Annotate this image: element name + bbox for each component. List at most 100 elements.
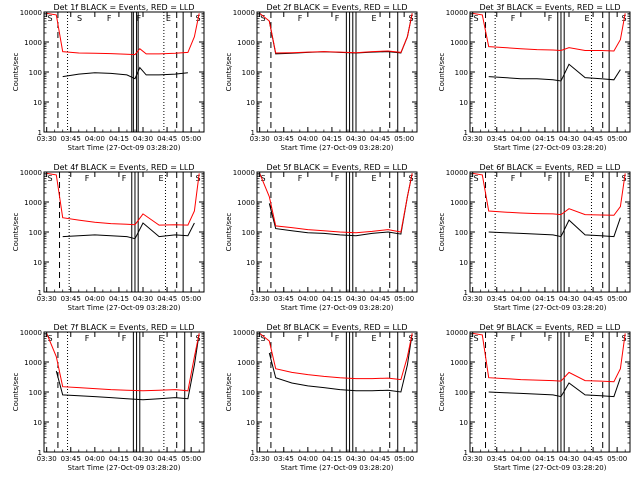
series-events-line (268, 173, 413, 237)
x-tick-label: 03:30 (250, 295, 270, 303)
y-tick-label: 10 (246, 259, 255, 267)
y-tick-label: 100 (242, 69, 255, 77)
region-label: F (122, 174, 127, 183)
y-tick-label: 100 (29, 389, 42, 397)
x-tick-label: 05:00 (394, 295, 414, 303)
series-events-line (488, 63, 621, 82)
y-tick-label: 10 (246, 419, 255, 427)
y-tick-label: 10 (33, 419, 42, 427)
region-label: F (298, 14, 303, 23)
region-label: S (621, 334, 626, 343)
region-label: S (473, 174, 478, 183)
x-tick-label: 04:00 (511, 135, 531, 143)
x-tick-label: 04:00 (85, 295, 105, 303)
region-label: E (158, 174, 163, 183)
y-tick-label: 10000 (20, 169, 42, 177)
y-tick-label: 1000 (24, 39, 42, 47)
x-tick-label: 04:15 (322, 455, 342, 463)
region-label: F (548, 14, 553, 23)
x-axis-label: Start Time (27-Oct-09 03:28:20) (494, 464, 607, 472)
y-tick-label: 1 (464, 129, 468, 137)
y-axis-label: Counts/sec (225, 373, 233, 412)
region-label: S (260, 334, 265, 343)
x-tick-label: 04:15 (109, 135, 129, 143)
x-tick-label: 04:45 (370, 455, 390, 463)
x-tick-label: 04:45 (157, 135, 177, 143)
series-events-line (62, 66, 188, 80)
x-tick-label: 04:00 (298, 295, 318, 303)
x-tick-label: 04:00 (511, 455, 531, 463)
x-tick-label: 04:45 (583, 135, 603, 143)
y-tick-label: 10000 (233, 169, 255, 177)
panel-title: Det 7f BLACK = Events, RED = LLD (53, 323, 194, 332)
region-label: S (260, 174, 265, 183)
region-label: F (85, 174, 90, 183)
x-tick-label: 04:30 (346, 295, 366, 303)
x-tick-label: 05:00 (607, 455, 627, 463)
y-tick-label: 100 (242, 389, 255, 397)
x-tick-label: 04:15 (109, 455, 129, 463)
region-label: F (548, 334, 553, 343)
y-tick-label: 1 (251, 449, 255, 457)
series-lld-line (472, 172, 626, 216)
x-tick-label: 04:15 (109, 295, 129, 303)
region-label: S (260, 14, 265, 23)
series-lld-line (46, 12, 200, 56)
x-tick-label: 05:00 (181, 135, 201, 143)
x-tick-label: 03:30 (37, 135, 57, 143)
x-tick-label: 04:15 (535, 295, 555, 303)
x-axis-label: Start Time (27-Oct-09 03:28:20) (281, 464, 394, 472)
x-tick-label: 04:45 (370, 135, 390, 143)
x-tick-label: 04:00 (298, 455, 318, 463)
plot-frame (256, 11, 418, 133)
x-tick-label: 03:30 (463, 455, 483, 463)
region-label: F (136, 14, 141, 23)
y-tick-label: 100 (242, 229, 255, 237)
y-tick-label: 1 (38, 289, 42, 297)
y-tick-label: 100 (455, 69, 468, 77)
x-tick-label: 04:45 (370, 295, 390, 303)
y-tick-label: 1 (464, 449, 468, 457)
y-tick-label: 10 (459, 419, 468, 427)
y-tick-label: 10 (33, 99, 42, 107)
x-tick-label: 04:00 (85, 455, 105, 463)
x-tick-label: 03:30 (250, 135, 270, 143)
panel-title: Det 4f BLACK = Events, RED = LLD (53, 163, 194, 172)
x-tick-label: 03:30 (463, 295, 483, 303)
x-tick-label: 04:45 (583, 455, 603, 463)
y-axis-label: Counts/sec (225, 213, 233, 252)
x-tick-label: 05:00 (607, 295, 627, 303)
x-tick-label: 03:45 (487, 455, 507, 463)
y-tick-label: 10000 (20, 329, 42, 337)
series-lld-line (472, 332, 626, 383)
plot-frame (469, 11, 631, 133)
series-lld-line (259, 173, 413, 234)
panel-title: Det 1f BLACK = Events, RED = LLD (53, 3, 194, 12)
region-label: E (584, 14, 589, 23)
region-label: F (107, 14, 112, 23)
x-tick-label: 03:45 (274, 455, 294, 463)
series-lld-line (472, 12, 626, 52)
region-label: F (122, 334, 127, 343)
panel-title: Det 6f BLACK = Events, RED = LLD (479, 163, 620, 172)
x-tick-label: 05:00 (181, 455, 201, 463)
y-tick-label: 10 (459, 99, 468, 107)
y-tick-label: 1000 (237, 359, 255, 367)
y-tick-label: 1 (251, 129, 255, 137)
x-tick-label: 03:45 (61, 455, 81, 463)
x-tick-label: 04:30 (346, 455, 366, 463)
panel-title: Det 5f BLACK = Events, RED = LLD (266, 163, 407, 172)
plot-frame (43, 171, 205, 293)
region-label: F (548, 174, 553, 183)
x-tick-label: 04:45 (583, 295, 603, 303)
region-label: E (371, 14, 376, 23)
y-tick-label: 100 (29, 69, 42, 77)
region-label: E (371, 174, 376, 183)
x-tick-label: 05:00 (607, 135, 627, 143)
